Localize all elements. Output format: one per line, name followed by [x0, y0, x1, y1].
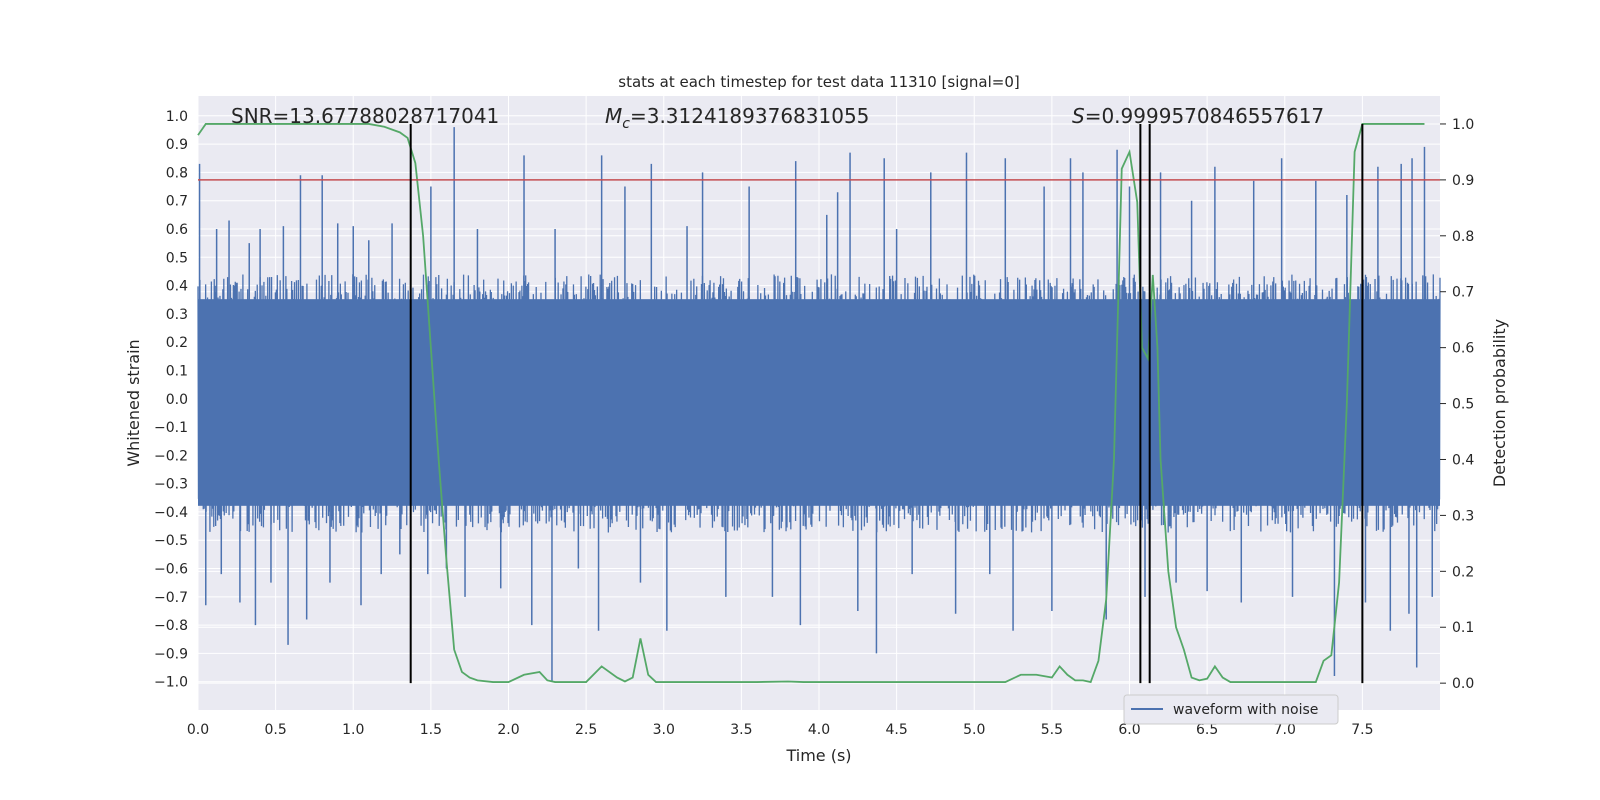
- y-axis-label: Whitened strain: [124, 339, 143, 466]
- y2-tick-label: 0.2: [1452, 564, 1474, 580]
- x-tick-label: 6.5: [1196, 722, 1218, 738]
- y2-tick-labels: 1.0 0.9 0.8 0.7 0.6 0.5 0.4 0.3 0.2 0.1 0.0: [1440, 117, 1474, 692]
- y-tick-label: 0.7: [166, 194, 188, 210]
- x-tick-label: 1.5: [420, 722, 442, 738]
- legend-label: waveform with noise: [1173, 702, 1318, 718]
- detection-probability-series: [197, 123, 1440, 684]
- y-tick-label: 0.3: [166, 307, 188, 323]
- mc-symbol: M: [605, 104, 622, 128]
- waveform-series: [197, 127, 1441, 682]
- chart-title: stats at each timestep for test data 113…: [618, 73, 1019, 91]
- x-tick-label: 4.5: [885, 722, 907, 738]
- y-tick-label: −0.6: [154, 562, 188, 578]
- x-tick-label: 5.0: [963, 722, 985, 738]
- y2-tick-label: 0.3: [1452, 508, 1474, 524]
- y-tick-label: −0.1: [154, 420, 188, 436]
- y-tick-label: 1.0: [166, 109, 188, 125]
- y2-tick-label: 0.5: [1452, 397, 1474, 413]
- y-tick-label: 0.8: [166, 165, 188, 181]
- y-tick-label: −0.8: [154, 618, 188, 634]
- x-tick-label: 1.0: [342, 722, 364, 738]
- x-tick-label: 0.0: [187, 722, 209, 738]
- x-tick-label: 4.0: [808, 722, 830, 738]
- y-tick-label: 0.5: [166, 250, 188, 266]
- x-tick-label: 0.5: [264, 722, 286, 738]
- y2-tick-label: 0.6: [1452, 341, 1474, 357]
- mc-value: =3.3124189376831055: [630, 104, 869, 128]
- y-tick-label: −0.3: [154, 477, 188, 493]
- y2-tick-label: 0.7: [1452, 285, 1474, 301]
- y-tick-label: −0.7: [154, 590, 188, 606]
- legend: waveform with noise: [1123, 694, 1339, 725]
- waveform-dense-band: [198, 299, 1440, 506]
- y-tick-label: 0.6: [166, 222, 188, 238]
- x-tick-label: 2.5: [575, 722, 597, 738]
- s-value: =0.9999570846557617: [1085, 104, 1324, 128]
- y-tick-label: 0.2: [166, 335, 188, 351]
- y-tick-label: 0.1: [166, 363, 188, 379]
- s-symbol: S: [1072, 104, 1085, 128]
- y-tick-label: −1.0: [154, 675, 188, 691]
- y2-tick-label: 0.0: [1452, 676, 1474, 692]
- y-tick-label: 0.9: [166, 137, 188, 153]
- y-tick-label: 0.0: [166, 392, 188, 408]
- y-tick-label: −0.9: [154, 646, 188, 662]
- x-tick-label: 2.0: [497, 722, 519, 738]
- y2-tick-label: 0.4: [1452, 452, 1474, 468]
- y2-tick-label: 0.1: [1452, 620, 1474, 636]
- x-tick-labels: 0.0 0.5 1.0 1.5 2.0 2.5 3.0 3.5 4.0 4.5 5.0 5.5 6.0 6…: [187, 722, 1374, 738]
- mc-subscript: c: [622, 116, 630, 132]
- y-tick-label: −0.4: [154, 505, 188, 521]
- x-tick-label: 7.0: [1274, 722, 1296, 738]
- x-tick-label: 3.0: [653, 722, 675, 738]
- legend-box: [1123, 694, 1339, 725]
- y2-tick-label: 0.9: [1452, 173, 1474, 189]
- snr-annotation: SNR=13.67788028717041: [231, 104, 499, 128]
- y2-tick-label: 1.0: [1452, 117, 1474, 133]
- y2-tick-label: 0.8: [1452, 229, 1474, 245]
- x-tick-label: 5.5: [1041, 722, 1063, 738]
- x-axis-label: Time (s): [785, 746, 851, 765]
- y-tick-label: −0.2: [154, 448, 188, 464]
- x-tick-label: 6.0: [1118, 722, 1140, 738]
- x-tick-label: 7.5: [1351, 722, 1373, 738]
- probability-line: [197, 123, 1425, 684]
- event-markers: [409, 123, 1364, 684]
- y-tick-label: 0.4: [166, 279, 188, 295]
- y-tick-label: −0.5: [154, 533, 188, 549]
- y-tick-labels: 1.0 0.9 0.8 0.7 0.6 0.5 0.4 0.3 0.2 0.1 0.0 −0.1 −0.…: [154, 109, 188, 691]
- y2-axis-label: Detection probability: [1490, 319, 1509, 487]
- score-annotation: S=0.9999570846557617: [1072, 104, 1324, 128]
- x-tick-label: 3.5: [730, 722, 752, 738]
- chirp-mass-annotation: Mc=3.3124189376831055: [605, 104, 869, 132]
